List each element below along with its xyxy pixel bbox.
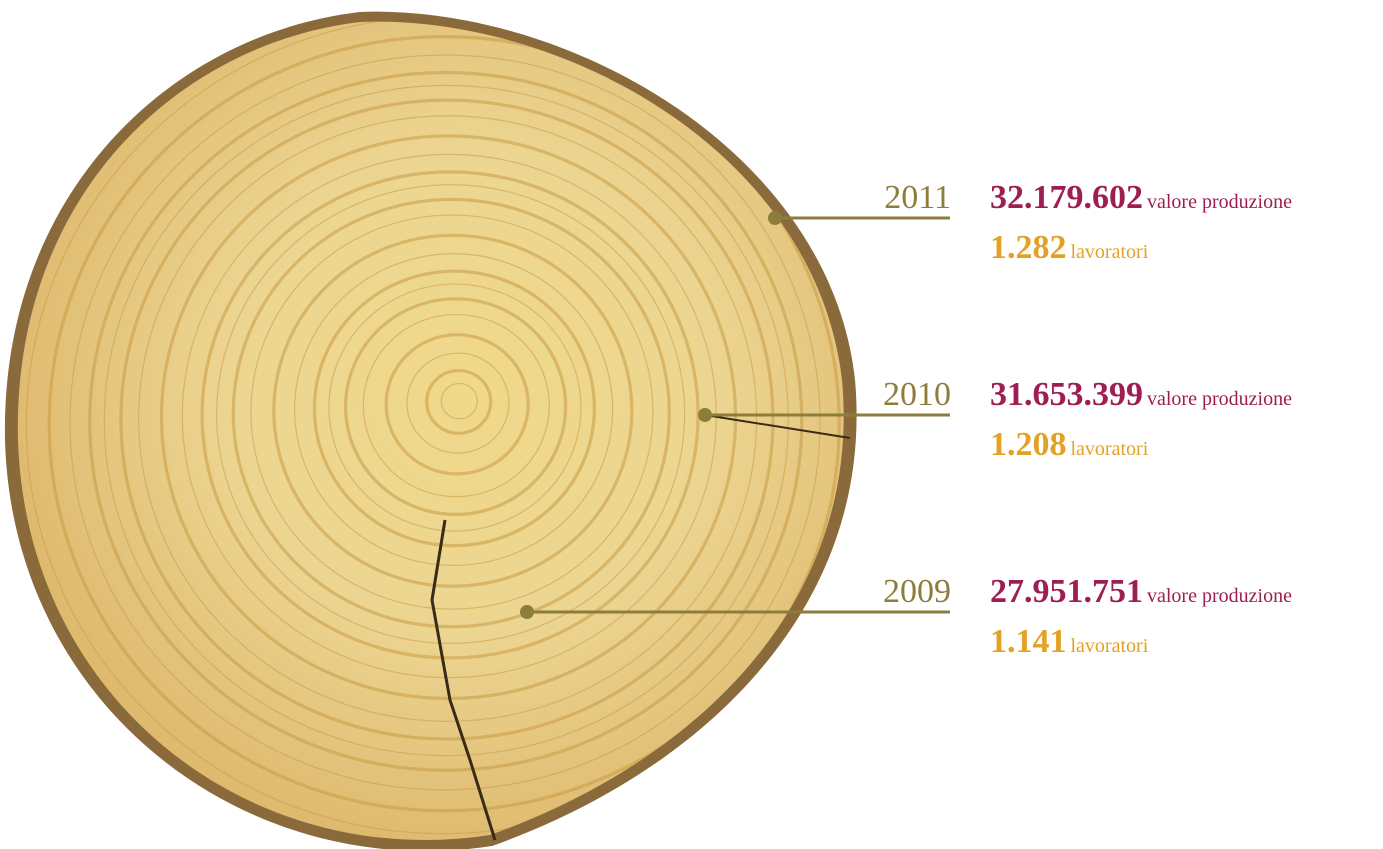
production-label: valore produzione [1147, 585, 1292, 607]
page: {"entries": [ {"year": "2011", "value": … [0, 0, 1383, 849]
workers-line: 1.208 lavoratori [990, 425, 1148, 471]
production-label: valore produzione [1147, 388, 1292, 410]
year: 2010 [883, 375, 951, 415]
workers-line: 1.282 lavoratori [990, 228, 1148, 274]
workers-line: 1.141 lavoratori [990, 622, 1148, 668]
workers-label: lavoratori [1071, 438, 1149, 460]
production-value: 27.951.751 [990, 573, 1143, 610]
production-value: 32.179.602 [990, 179, 1143, 216]
workers-value: 1.141 [990, 623, 1067, 660]
workers-label: lavoratori [1071, 241, 1149, 263]
production-label: valore produzione [1147, 191, 1292, 213]
production-line: 32.179.602 valore produzione [990, 178, 1292, 224]
production-line: 31.653.399 valore produzione [990, 375, 1292, 421]
production-line: 27.951.751 valore produzione [990, 572, 1292, 618]
production-value: 31.653.399 [990, 376, 1143, 413]
workers-value: 1.282 [990, 229, 1067, 266]
workers-label: lavoratori [1071, 635, 1149, 657]
workers-value: 1.208 [990, 426, 1067, 463]
year: 2011 [884, 178, 951, 218]
year: 2009 [883, 572, 951, 612]
